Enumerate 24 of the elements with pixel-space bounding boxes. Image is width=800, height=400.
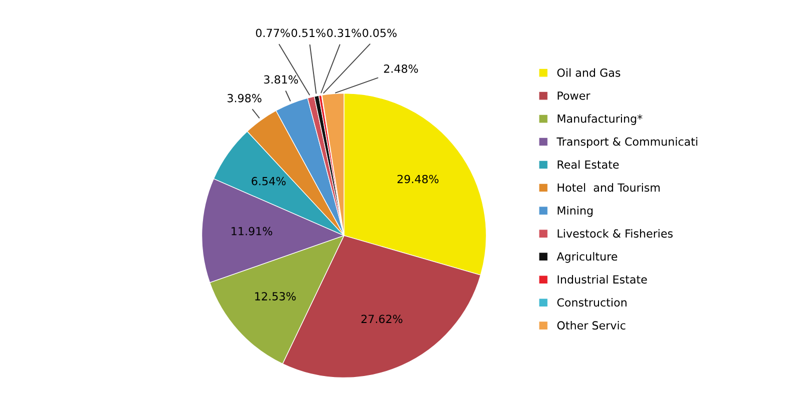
data-label: 0.77%	[256, 28, 290, 38]
data-label: 27.62%	[361, 314, 402, 324]
legend-label: Livestock & Fisheries	[558, 229, 673, 238]
data-label: 0.31%	[327, 28, 362, 38]
legend-label: Construction	[557, 298, 626, 307]
legend-label: Hotel and Tourism	[558, 183, 660, 192]
legend-label: Real Estate	[558, 160, 619, 169]
legend-label: Power	[558, 92, 590, 100]
data-label: 3.81%	[264, 75, 298, 84]
legend-label: Industrial Estate	[558, 275, 647, 284]
legend-label: Other Servic	[557, 320, 626, 330]
data-label: 0.05%	[362, 28, 397, 38]
legend-label: Oil and Gas	[557, 68, 620, 77]
legend-label: Mining	[558, 206, 593, 217]
data-label: 0.51%	[292, 28, 326, 38]
legend-label: Manufacturing*	[558, 114, 642, 125]
data-label: 6.54%	[252, 176, 286, 186]
data-label: 11.91%	[232, 226, 272, 236]
data-label: 12.53%	[255, 292, 296, 300]
data-label: 29.48%	[398, 174, 438, 184]
data-label: 2.48%	[384, 64, 418, 73]
legend-label: Agriculture	[556, 252, 618, 263]
data-label: 3.98%	[228, 94, 262, 102]
legend-label: Transport & Communicati	[556, 137, 698, 148]
